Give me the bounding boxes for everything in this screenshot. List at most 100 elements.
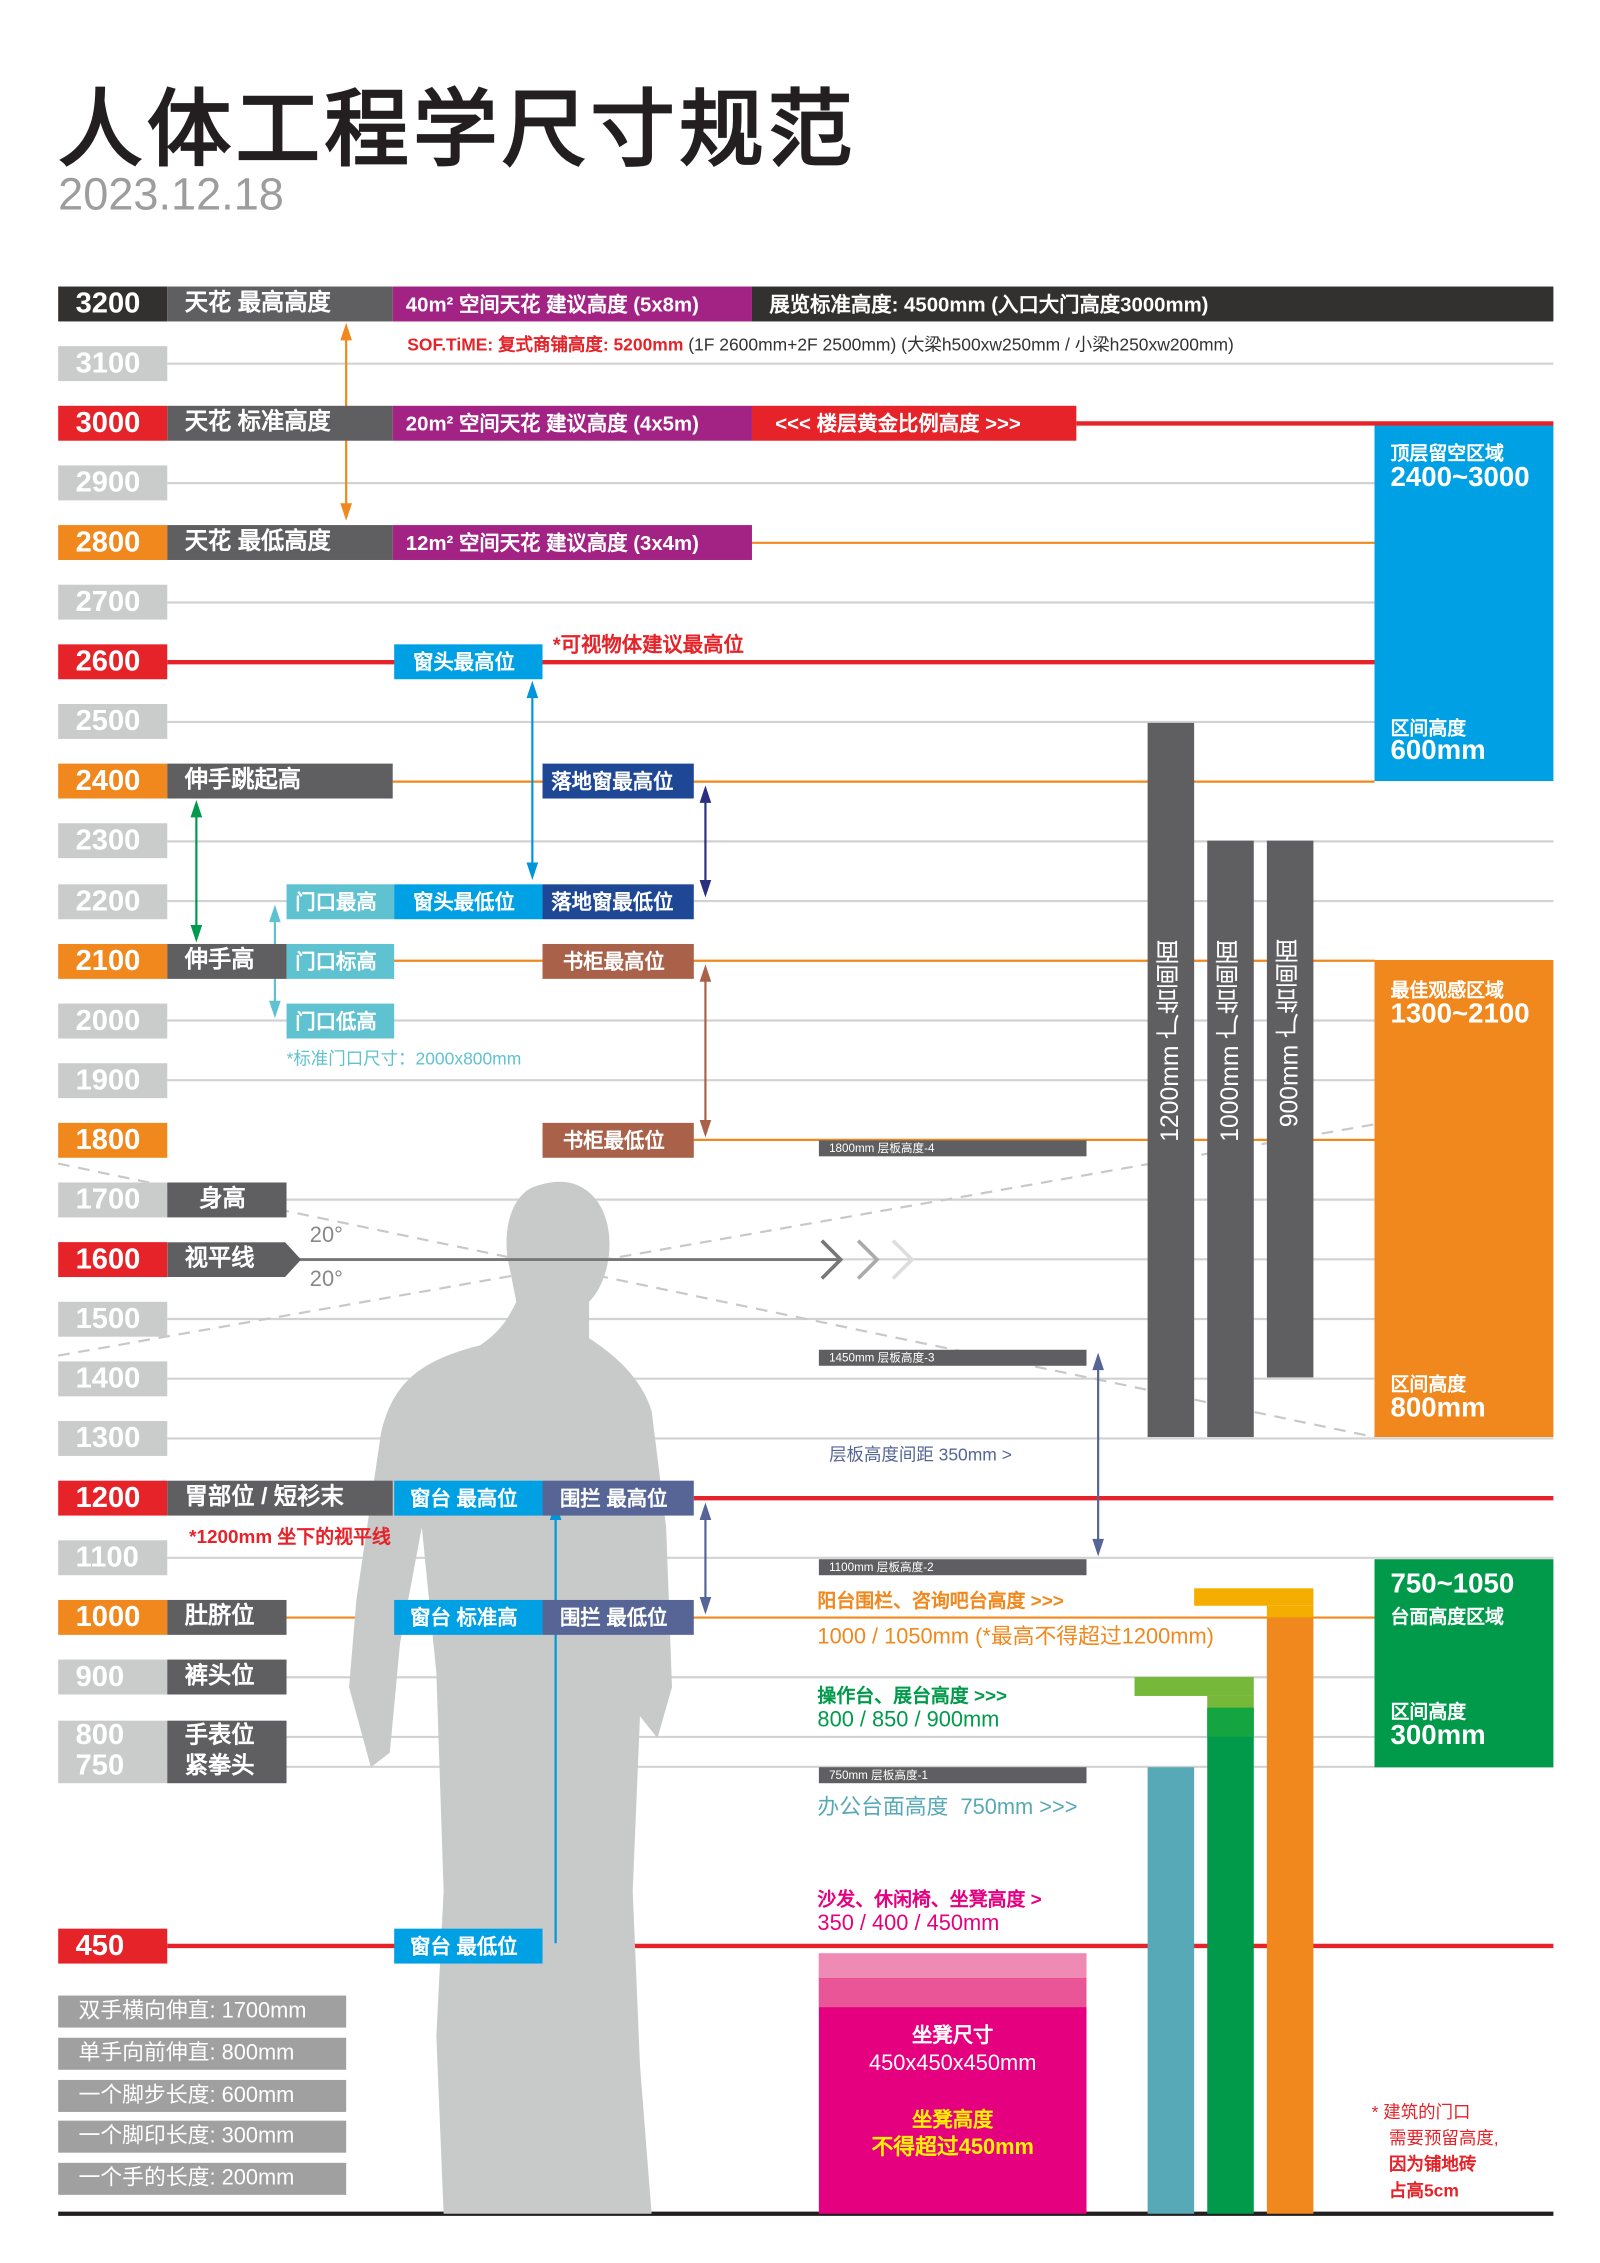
room-20-ceiling: 20m² 空间天花 建议高度 (4x5m): [392, 405, 752, 441]
stool-limit-title: 坐凳高度: [911, 2107, 994, 2131]
zone-view-span: 800mm: [1390, 1393, 1486, 1424]
row-2200: 2200: [58, 884, 168, 920]
zone-view-box: [1374, 959, 1554, 1438]
row-2300: 2300: [58, 823, 168, 859]
stool-size: 450x450x450mm: [868, 2050, 1037, 2076]
balcony-column-top: [1194, 1588, 1314, 1606]
rail-top: 围拦 最高位: [542, 1480, 694, 1516]
ad-bar-1200: [1147, 722, 1195, 1438]
door-range-arrow-arrowhead-down-icon: [269, 1000, 281, 1019]
rail-low: 围拦 最低位: [542, 1599, 694, 1635]
bookcase-arrow-arrowhead-down-icon: [699, 1119, 712, 1138]
ceiling-range-arrow-arrowhead-down-icon: [340, 503, 352, 521]
row-1400: 1400: [58, 1361, 168, 1397]
bookcase-top: 书柜最高位: [542, 943, 694, 979]
sill-top: 窗台 最高位: [394, 1480, 543, 1516]
sof-note-highlight: SOF.TiME: 复式商铺高度: 5200mm: [407, 334, 684, 355]
note-line-3: 因为铺地砖: [1389, 2154, 1477, 2175]
french-window-arrow-arrowhead-up-icon: [699, 785, 712, 803]
row-1600: 1600: [58, 1242, 168, 1278]
desk-height: 办公台面高度 750mm >>>: [817, 1794, 1078, 1820]
row-1200: 1200: [58, 1480, 168, 1516]
window-head-arrow-arrowhead-up-icon: [526, 680, 539, 699]
note-line-4: 占高5cm: [1389, 2180, 1459, 2201]
person-silhouette: [349, 1181, 672, 2214]
zone-view-span-label: 区间高度: [1390, 1373, 1467, 1395]
bookcase-arrow-arrowhead-up-icon: [699, 964, 712, 982]
row-1800: 1800: [58, 1122, 168, 1158]
label-eye-level: 视平线: [167, 1242, 302, 1278]
exhibit-height: 展览标准高度: 4500mm (入口大门高度3000mm): [751, 286, 1554, 322]
stool-title: 坐凳尺寸: [911, 2023, 994, 2047]
shelf-4: 1800mm 层板高度-4: [818, 1140, 1087, 1157]
row-900: 900: [58, 1659, 168, 1695]
room-40-ceiling: 40m² 空间天花 建议高度 (5x8m): [392, 286, 752, 322]
label-jump-reach: 伸手跳起高: [167, 763, 393, 799]
label-fist: 紧拳头: [184, 1754, 255, 1779]
golden-ratio-height: <<< 楼层黄金比例高度 >>>: [751, 405, 1077, 441]
label-stomach: 胃部位 / 短衫末: [167, 1480, 393, 1516]
window-head-top: 窗头最高位: [394, 644, 543, 680]
window-head-arrow-arrowhead-down-icon: [526, 862, 539, 880]
stat-foot-length: 一个脚印长度: 300mm: [58, 2120, 347, 2153]
row-1900: 1900: [58, 1063, 168, 1099]
row-1700: 1700: [58, 1182, 168, 1218]
zone-table-title: 台面高度区域: [1390, 1605, 1504, 1628]
note-line-1: * 建筑的门口: [1371, 2101, 1471, 2123]
label-reach: 伸手高: [167, 943, 287, 979]
page-date: 2023.12.18: [58, 168, 284, 220]
label-ceiling-std: 天花 标准高度: [167, 405, 393, 441]
door-low: 门口低高: [286, 1003, 395, 1039]
label-watch: 手表位: [184, 1723, 255, 1749]
ad-900-label: 900mm 广告画面: [1275, 938, 1304, 1128]
sill-low: 窗台 最低位: [394, 1928, 543, 1964]
sofa-title: 沙发、休闲椅、坐凳高度 >: [817, 1887, 1042, 1910]
stat-forward-reach: 单手向前伸直: 800mm: [58, 2037, 347, 2070]
door-top: 门口最高: [286, 884, 395, 920]
note-line-2: 需要预留高度,: [1389, 2127, 1499, 2149]
balcony-column: [1266, 1617, 1314, 2214]
zone-table-box: [1374, 1559, 1554, 1768]
row-1000: 1000: [58, 1599, 168, 1635]
ad-bar-900: [1266, 840, 1314, 1378]
stool-text: 坐凳尺寸 450x450x450mm 坐凳高度 不得超过450mm: [819, 2020, 1087, 2163]
zone-table-span: 300mm: [1390, 1720, 1486, 1752]
row-2500: 2500: [58, 703, 168, 739]
window-head-low: 窗头最低位: [394, 884, 543, 920]
zone-top-range: 2400~3000: [1390, 462, 1530, 494]
room-12-ceiling: 12m² 空间天花 建议高度 (3x4m): [392, 525, 752, 560]
chevron-icon: [891, 1239, 915, 1280]
angle-up-label: 20°: [309, 1223, 343, 1248]
sitting-eye-note: *1200mm 坐下的视平线: [189, 1525, 391, 1548]
sof-note-detail: (1F 2600mm+2F 2500mm) (大梁h500xw250mm / 小…: [683, 334, 1234, 355]
console-values: 800 / 850 / 900mm: [817, 1707, 1000, 1733]
visible-object-note: *可视物体建议最高位: [552, 632, 744, 656]
row-1500: 1500: [58, 1301, 168, 1337]
row-800-750: 800 750: [58, 1720, 168, 1784]
ad-1000-label: 1000mm 广告画面: [1215, 939, 1244, 1142]
shelf-3: 1450mm 层板高度-3: [818, 1349, 1087, 1366]
console-column: [1207, 1707, 1254, 2214]
row-2600: 2600: [58, 644, 168, 680]
rail-arrow-arrowhead-down-icon: [699, 1597, 712, 1615]
shelf-spacing-arrow-arrowhead-down-icon: [1092, 1538, 1104, 1557]
zone-top-span: 600mm: [1390, 735, 1486, 767]
console-title: 操作台、展台高度 >>>: [817, 1684, 1008, 1707]
ad-1200-label: 1200mm 广告画面: [1156, 939, 1184, 1142]
zone-table-span-label: 区间高度: [1390, 1700, 1467, 1723]
door-range-arrow-arrowhead-up-icon: [269, 904, 281, 923]
console-column-top: [1134, 1677, 1254, 1696]
zone-top-span-label: 区间高度: [1390, 717, 1467, 739]
sofa-values: 350 / 400 / 450mm: [817, 1911, 1000, 1936]
label-body-height: 身高: [167, 1182, 287, 1218]
label-ceiling-min: 天花 最低高度: [167, 525, 393, 560]
label-navel: 肚脐位: [167, 1599, 287, 1635]
row-3000: 3000: [58, 405, 168, 441]
shelf-2: 1100mm 层板高度-2: [818, 1559, 1087, 1576]
zone-view-range: 1300~2100: [1390, 999, 1530, 1030]
shelf-1: 750mm 层板高度-1: [818, 1767, 1087, 1784]
door-standard: 门口标高: [286, 943, 395, 979]
shelf-spacing: 层板高度间距 350mm >: [829, 1444, 1012, 1465]
